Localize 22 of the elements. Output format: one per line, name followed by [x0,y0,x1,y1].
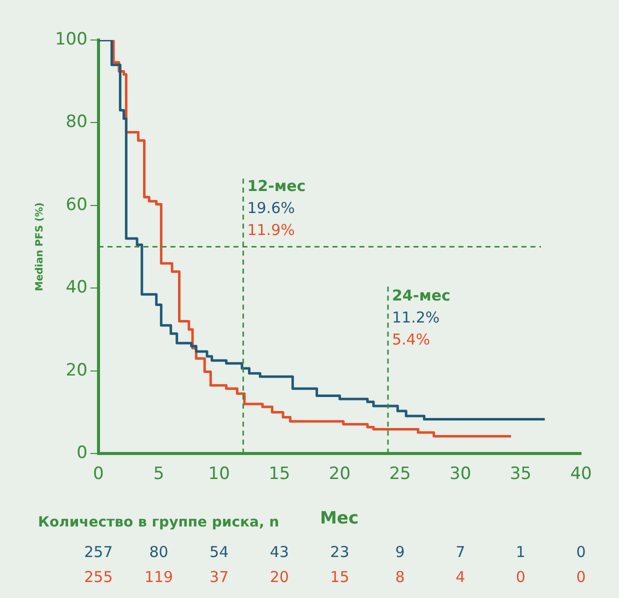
x-tick-label: 30 [450,464,472,484]
y-axis-title: Median PFS (%) [34,202,46,292]
y-tick-label: 0 [76,443,88,464]
x-tick-label: 0 [93,464,104,484]
x-tick-label: 20 [328,464,351,484]
y-tick-label: 40 [66,278,88,298]
x-axis-title: Мес [320,508,359,528]
text: 255 119 37 20 15 8 4 0 0 [84,568,586,586]
y-tick-label: 100 [54,29,88,50]
ref-line-label: 24-мес 11.2% 5.4% [392,286,450,349]
x-tick-label: 25 [389,464,411,484]
x-tick-label: 10 [208,464,230,484]
x-tick-label: 40 [570,464,592,484]
y-tick-label: 80 [66,112,88,132]
ref-line-label: 12-мес 19.6% 11.9% [247,177,306,240]
text: 257 80 54 43 23 9 7 1 0 [84,542,586,561]
x-tick-label: 35 [510,464,532,484]
y-tick-label: 20 [66,360,88,380]
x-tick-label: 15 [268,464,290,484]
text: Количество в группе риска, n [38,514,280,531]
x-tick-label: 5 [153,464,164,484]
y-tick-label: 60 [66,194,88,215]
